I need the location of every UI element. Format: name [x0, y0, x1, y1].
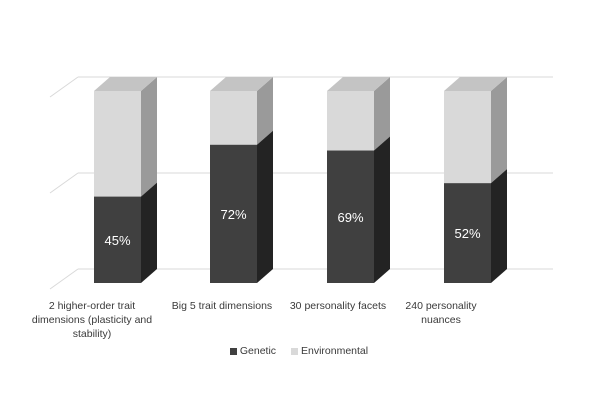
bar-environmental-3	[444, 91, 491, 184]
legend-label-environmental: Environmental	[300, 345, 369, 358]
bar-environmental-1	[210, 91, 257, 145]
x-axis-label-2: 30 personality facets	[289, 300, 387, 312]
legend-swatch-genetic	[229, 348, 237, 356]
x-axis-label-0: 2 higher-order trait dimensions (plastic…	[31, 300, 153, 340]
bar-environmental-top-1	[210, 77, 273, 91]
bar-environmental-side-1	[257, 77, 273, 145]
gridline-wall-2	[49, 268, 79, 290]
bar-environmental-0	[94, 91, 141, 197]
gridline-wall-0	[49, 76, 79, 98]
legend-item-genetic: Genetic	[229, 345, 277, 358]
data-label-0: 45%	[104, 233, 130, 248]
bar-genetic-1	[210, 144, 257, 283]
bar-genetic-0	[94, 196, 141, 283]
legend-swatch-environmental	[290, 348, 298, 356]
bar-environmental-side-3	[491, 77, 507, 184]
gridline-wall-1	[49, 172, 79, 194]
bar-genetic-side-3	[491, 169, 507, 283]
bar-environmental-top-2	[327, 77, 390, 91]
x-axis-label-3: 240 personality nuances	[405, 300, 477, 326]
bar-environmental-side-2	[374, 77, 390, 151]
bar-genetic-side-0	[141, 182, 157, 283]
data-label-1: 72%	[220, 207, 246, 222]
bar-environmental-side-0	[141, 77, 157, 197]
bar-genetic-side-2	[374, 136, 390, 283]
data-label-3: 52%	[454, 226, 480, 241]
bar-environmental-2	[327, 91, 374, 151]
bar-environmental-top-3	[444, 77, 507, 91]
bar-environmental-top-0	[94, 77, 157, 91]
bar-genetic-3	[444, 183, 491, 283]
data-label-2: 69%	[337, 210, 363, 225]
legend-item-environmental: Environmental	[290, 345, 369, 358]
x-axis-label-1: Big 5 trait dimensions	[171, 300, 273, 312]
bar-genetic-2	[327, 150, 374, 283]
bar-genetic-side-1	[257, 130, 273, 283]
chart-legend: Genetic Environmental	[0, 345, 598, 357]
legend-label-genetic: Genetic	[239, 345, 277, 358]
